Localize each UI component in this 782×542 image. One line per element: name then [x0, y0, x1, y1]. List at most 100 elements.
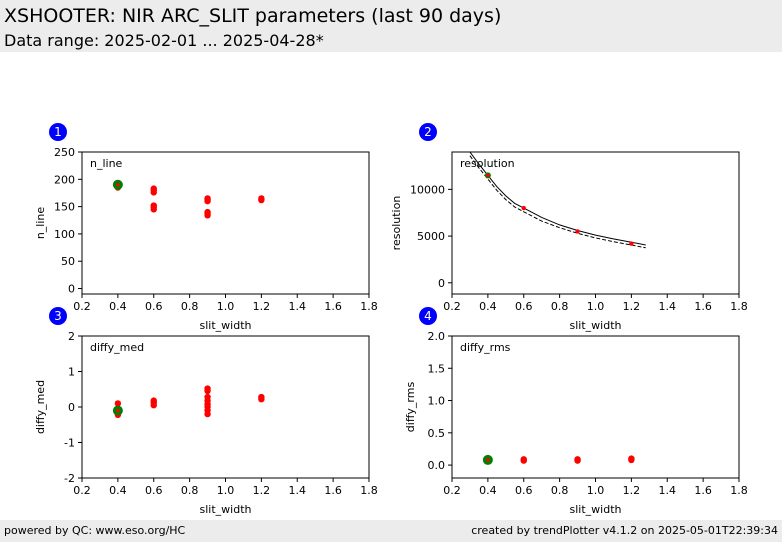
x-tick-label: 0.2 — [443, 484, 461, 497]
x-tick-label: 1.8 — [360, 300, 378, 313]
x-tick-label: 1.8 — [360, 484, 378, 497]
x-axis-label: slit_width — [570, 319, 622, 332]
panel-badge-number: 2 — [424, 125, 432, 139]
plot-frame — [81, 335, 370, 479]
x-tick-label: 1.6 — [694, 300, 712, 313]
latest-point-core — [116, 408, 120, 413]
data-point — [150, 185, 157, 192]
panel-badge-icon — [49, 123, 67, 141]
data-point — [204, 393, 211, 401]
plot-frame — [451, 151, 740, 295]
x-tick-label: 1.2 — [253, 300, 271, 313]
x-tick-label: 1.2 — [623, 300, 641, 313]
x-tick-label: 1.8 — [730, 300, 748, 313]
x-tick-label: 1.2 — [253, 484, 271, 497]
y-tick-label: 0 — [68, 283, 75, 296]
x-tick-label: 0.8 — [551, 484, 569, 497]
y-tick-label: 0.0 — [428, 459, 446, 472]
panel-parameter-label: resolution — [460, 157, 515, 170]
x-tick-label: 1.4 — [289, 300, 307, 313]
data-point — [204, 195, 211, 202]
x-tick-label: 1.2 — [623, 484, 641, 497]
x-tick-label: 0.6 — [515, 484, 533, 497]
y-tick-label: 10000 — [410, 183, 445, 196]
y-tick-label: 250 — [54, 146, 75, 159]
data-point — [204, 385, 211, 392]
y-tick-label: 0.5 — [428, 427, 446, 440]
x-tick-label: 0.2 — [443, 300, 461, 313]
y-tick-label: 200 — [54, 173, 75, 186]
plot-frame — [81, 151, 370, 295]
latest-point-core — [486, 173, 490, 178]
x-tick-label: 1.8 — [730, 484, 748, 497]
x-tick-label: 1.6 — [324, 300, 342, 313]
page-title: XSHOOTER: NIR ARC_SLIT parameters (last … — [4, 5, 502, 27]
x-tick-label: 1.0 — [587, 300, 605, 313]
panel-parameter-label: diffy_med — [90, 341, 144, 354]
data-point — [150, 202, 157, 209]
y-tick-label: 1.0 — [428, 395, 446, 408]
data-point — [575, 229, 580, 234]
x-tick-label: 1.4 — [659, 300, 677, 313]
chart-panel-4: 4 0.2 0.4 0.6 0.8 1.0 1.2 1.4 1.6 1.8 0.0 0.5 1.0 1.5… — [404, 307, 748, 516]
x-tick-label: 0.8 — [181, 300, 199, 313]
x-tick-label: 0.4 — [479, 484, 497, 497]
data-point — [114, 400, 122, 407]
x-tick-label: 1.6 — [694, 484, 712, 497]
footer-created-by: created by trendPlotter v4.1.2 on 2025-0… — [471, 524, 778, 537]
data-point — [258, 393, 265, 401]
y-tick-label: 1 — [68, 366, 75, 379]
x-tick-label: 0.8 — [551, 300, 569, 313]
y-axis-label: diffy_rms — [404, 382, 417, 433]
x-tick-label: 1.0 — [217, 300, 235, 313]
header-bar: XSHOOTER: NIR ARC_SLIT parameters (last … — [0, 0, 782, 52]
y-tick-label: 150 — [54, 201, 75, 214]
y-tick-label: 0 — [68, 401, 75, 414]
x-tick-label: 0.6 — [145, 300, 163, 313]
y-tick-label: 0 — [438, 277, 445, 290]
x-tick-label: 0.6 — [515, 300, 533, 313]
data-point — [150, 397, 157, 404]
x-axis-label: slit_width — [570, 503, 622, 516]
y-axis-label: diffy_med — [34, 380, 47, 434]
latest-point-core — [116, 182, 120, 187]
x-tick-label: 0.4 — [109, 300, 127, 313]
panel-badge-number: 1 — [54, 125, 62, 139]
data-point — [628, 455, 635, 462]
data-range-subtitle: Data range: 2025-02-01 ... 2025-04-28* — [4, 31, 324, 50]
panel-badge-icon — [419, 307, 437, 325]
x-axis-label: slit_width — [200, 319, 252, 332]
data-point — [574, 456, 581, 463]
chart-panel-3: 3 0.2 0.4 0.6 0.8 1.0 1.2 1.4 1.6 1.8 -2 -1 0 1 2 slit_… — [34, 307, 378, 516]
latest-point-core — [486, 458, 490, 462]
y-tick-label: 50 — [61, 255, 75, 268]
data-point — [520, 456, 527, 463]
data-point — [204, 208, 211, 216]
y-axis-label: resolution — [390, 196, 403, 251]
panel-badge-icon — [419, 123, 437, 141]
x-tick-label: 1.6 — [324, 484, 342, 497]
x-tick-label: 1.0 — [587, 484, 605, 497]
y-tick-label: 100 — [54, 228, 75, 241]
y-axis-label: n_line — [34, 207, 47, 240]
panel-parameter-label: n_line — [90, 157, 123, 170]
data-point — [258, 195, 265, 202]
y-tick-label: 1.5 — [428, 362, 446, 375]
panel-badge-icon — [49, 307, 67, 325]
x-tick-label: 0.4 — [109, 484, 127, 497]
chart-panel-1: 1 0.2 0.4 0.6 0.8 1.0 1.2 1.4 1.6 1.8 0 50 100 150 200… — [34, 123, 378, 332]
footer-bar: powered by QC: www.eso.org/HC created by… — [0, 520, 782, 542]
reference-curve-dashed — [469, 155, 646, 249]
x-tick-label: 1.4 — [659, 484, 677, 497]
x-tick-label: 0.2 — [73, 484, 91, 497]
x-axis-label: slit_width — [200, 503, 252, 516]
x-tick-label: 0.2 — [73, 300, 91, 313]
x-tick-label: 0.8 — [181, 484, 199, 497]
x-tick-label: 0.4 — [479, 300, 497, 313]
data-point — [521, 205, 526, 211]
x-tick-label: 1.4 — [289, 484, 307, 497]
panel-badge-number: 4 — [424, 309, 432, 323]
y-tick-label: -1 — [64, 437, 75, 450]
panel-parameter-label: diffy_rms — [460, 341, 511, 354]
